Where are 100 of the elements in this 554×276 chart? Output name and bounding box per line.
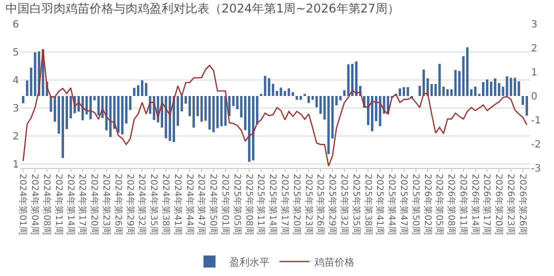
x-tick-label: 2025年第44周 [386, 174, 398, 236]
bar [466, 47, 469, 96]
y2-tick-label: -1 [531, 116, 541, 126]
x-tick-label: 2024年第44周 [184, 174, 195, 236]
x-tick-label: 2024年第47周 [196, 174, 207, 236]
x-tick-label: 2025年第05周 [231, 174, 242, 236]
bar [355, 61, 358, 96]
bar [264, 76, 266, 96]
x-tick-label: 2025年第47周 [398, 174, 409, 236]
bar [351, 64, 354, 96]
x-tick-label: 2024年第01周 [17, 174, 28, 236]
y2-tick-label: -2 [531, 140, 541, 150]
x-tick-label: 2026年第05周 [434, 174, 445, 236]
x-tick-label: 2024年第41周 [172, 174, 183, 236]
bar [292, 92, 294, 96]
bar [300, 96, 302, 100]
x-tick-label: 2025年第01周 [220, 174, 231, 236]
x-tick-label: 2024年第17周 [76, 174, 88, 236]
x-tick-label: 2024年第35周 [148, 174, 160, 236]
x-tick-label: 2024年第32周 [136, 174, 148, 236]
x-tick-label: 2025年第14周 [267, 174, 278, 236]
x-tick-label: 2025年第29周 [326, 174, 338, 236]
x-tick-label: 2025年第41周 [374, 174, 386, 236]
bar [486, 79, 488, 96]
chart-title: 中国白羽肉鸡苗价格与肉鸡盈利对比表（2024年第1周~2026年第27周） [6, 2, 400, 16]
y-tick-label: 5 [12, 48, 19, 59]
x-tick-label: 2024年第29周 [124, 174, 136, 236]
y2-tick-label: 2 [531, 44, 538, 54]
bar [121, 96, 124, 134]
x-tick-label: 2024年第50周 [208, 174, 219, 236]
x-tick-label: 2024年第08周 [41, 174, 52, 236]
x-tick-label: 2025年第23周 [302, 174, 314, 236]
bar [144, 83, 148, 96]
bar [308, 96, 310, 103]
x-tick-label: 2026年第23周 [505, 174, 516, 236]
bar [224, 96, 227, 126]
bar [494, 78, 496, 96]
x-tick-label: 2024年第23周 [100, 174, 112, 236]
x-tick-label: 2024年第26周 [112, 174, 124, 236]
y2-tick-label: 3 [531, 20, 538, 30]
bar [370, 96, 374, 132]
bar [133, 88, 136, 96]
y-tick-label: 6 [12, 20, 19, 30]
x-tick-label: 2026年第20周 [493, 174, 504, 236]
legend-label: 盈利水平 [230, 256, 270, 268]
x-tick-label: 2024年第20周 [88, 174, 100, 236]
bar [526, 96, 528, 116]
bar [378, 96, 382, 126]
bar [422, 70, 425, 96]
bar [81, 96, 84, 120]
x-tick-label: 2025年第32周 [338, 174, 350, 236]
bar [208, 96, 211, 130]
bar [514, 78, 516, 96]
bar [482, 82, 484, 96]
bar [438, 64, 441, 96]
bar [347, 64, 350, 96]
x-tick-label: 2025年第17周 [278, 174, 290, 236]
x-tick-label: 2026年第14周 [469, 174, 480, 236]
y-tick-label: 4 [12, 76, 19, 87]
x-tick-label: 2026年第26周 [516, 174, 528, 236]
x-tick-label: 2025年第11周 [255, 174, 266, 236]
bar [252, 96, 254, 160]
bar [192, 96, 195, 128]
x-tick-label: 2026年第02周 [422, 174, 433, 236]
bar [398, 88, 402, 96]
y2-tick-label: 1 [531, 68, 538, 78]
x-tick-label: 2026年第11周 [457, 174, 468, 236]
bar [490, 82, 492, 96]
bar [296, 96, 298, 100]
legend-label: 鸡苗价格 [314, 256, 354, 268]
x-tick-label: 2026年第17周 [481, 174, 492, 236]
bar [406, 87, 410, 96]
x-tick-label: 2024年第04周 [29, 174, 40, 236]
y-tick-label: 3 [12, 104, 19, 115]
bar [284, 90, 286, 96]
x-tick-label: 2024年第14周 [64, 174, 76, 236]
x-tick-label: 2025年第38周 [362, 174, 374, 236]
line-series [22, 48, 528, 167]
x-tick-label: 2024年第11周 [52, 174, 64, 236]
bar [518, 81, 520, 96]
bar [62, 96, 64, 158]
x-tick-label: 2025年第35周 [350, 174, 362, 236]
x-tick-label: 2025年第08周 [243, 174, 254, 236]
bar [168, 96, 172, 141]
bar [474, 86, 476, 96]
y2-tick-label: -3 [531, 164, 541, 174]
y2-tick-label: 0 [531, 92, 538, 102]
bar [140, 80, 144, 96]
bar [402, 87, 406, 96]
bar [248, 96, 250, 162]
x-tick-label: 2024年第38周 [160, 174, 172, 236]
bar [34, 52, 36, 96]
x-tick-label: 2025年第20周 [290, 174, 302, 236]
x-tick-label: 2025年第26周 [314, 174, 326, 236]
bar [172, 96, 176, 142]
bar [288, 88, 290, 96]
y-tick-label: 2 [12, 132, 19, 143]
y-tick-label: 1 [12, 160, 19, 171]
bar [109, 96, 112, 138]
x-tick-label: 2025年第50周 [410, 174, 421, 236]
